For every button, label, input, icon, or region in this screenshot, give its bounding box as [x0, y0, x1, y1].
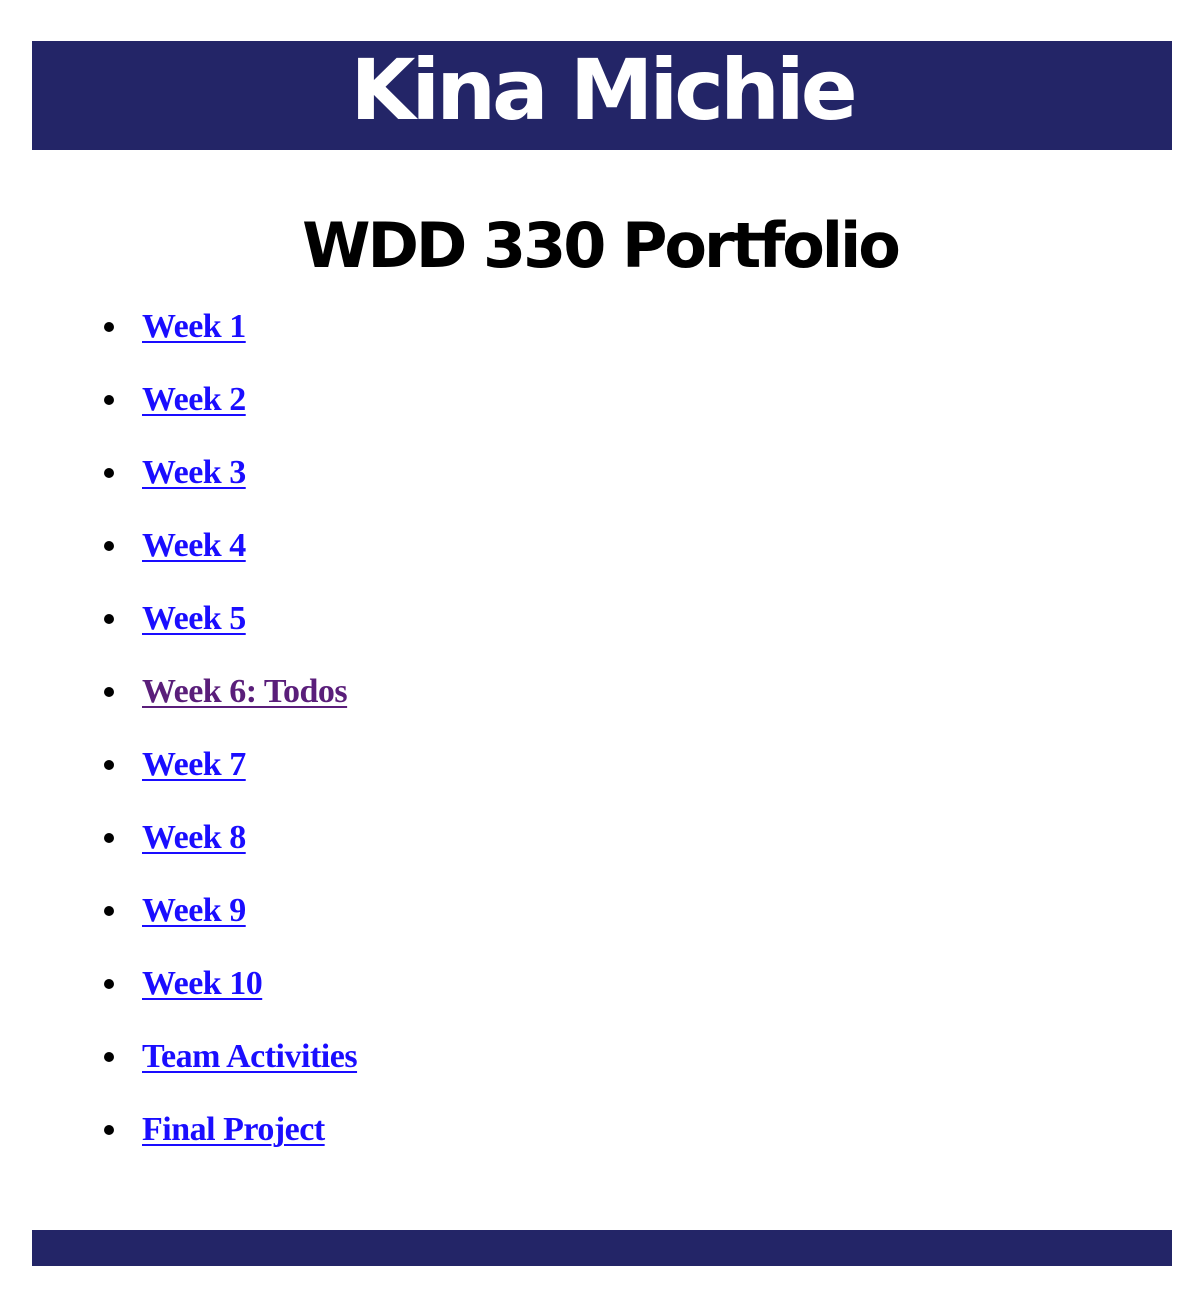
- list-item: Week 7: [96, 728, 357, 801]
- team-activities-link[interactable]: Team Activities: [142, 1037, 358, 1075]
- list-item: Week 2: [96, 363, 357, 436]
- list-item: Week 1: [96, 290, 357, 363]
- week-4-link[interactable]: Week 4: [142, 526, 246, 564]
- week-6-todos-link[interactable]: Week 6: Todos: [142, 672, 348, 710]
- bullet-icon: [104, 905, 114, 916]
- site-footer: [32, 1230, 1172, 1266]
- bullet-icon: [104, 686, 114, 697]
- list-item: Week 10: [96, 947, 357, 1020]
- site-header: Kina Michie: [32, 41, 1172, 150]
- final-project-link[interactable]: Final Project: [142, 1110, 325, 1148]
- bullet-icon: [104, 832, 114, 843]
- bullet-icon: [104, 613, 114, 624]
- list-item: Week 6: Todos: [96, 655, 357, 728]
- list-item: Week 3: [96, 436, 357, 509]
- site-title: Kina Michie: [350, 40, 857, 139]
- list-item: Week 5: [96, 582, 357, 655]
- week-2-link[interactable]: Week 2: [142, 380, 246, 418]
- week-3-link[interactable]: Week 3: [142, 453, 246, 491]
- week-5-link[interactable]: Week 5: [142, 599, 246, 637]
- week-9-link[interactable]: Week 9: [142, 891, 246, 929]
- bullet-icon: [104, 321, 114, 332]
- week-10-link[interactable]: Week 10: [142, 964, 263, 1002]
- bullet-icon: [104, 1051, 114, 1062]
- list-item: Week 8: [96, 801, 357, 874]
- week-1-link[interactable]: Week 1: [142, 307, 246, 345]
- list-item: Week 4: [96, 509, 357, 582]
- week-8-link[interactable]: Week 8: [142, 818, 246, 856]
- bullet-icon: [104, 540, 114, 551]
- bullet-icon: [104, 1124, 114, 1135]
- bullet-icon: [104, 467, 114, 478]
- bullet-icon: [104, 978, 114, 989]
- page-title: WDD 330 Portfolio: [302, 209, 901, 282]
- list-item: Week 9: [96, 874, 357, 947]
- week-7-link[interactable]: Week 7: [142, 745, 246, 783]
- list-item: Team Activities: [96, 1020, 358, 1093]
- bullet-icon: [104, 759, 114, 770]
- bullet-icon: [104, 394, 114, 405]
- list-item: Final Project: [96, 1093, 357, 1166]
- portfolio-link-list: Week 1 Week 2 Week 3 Week 4 Week 5 Week …: [96, 290, 358, 1166]
